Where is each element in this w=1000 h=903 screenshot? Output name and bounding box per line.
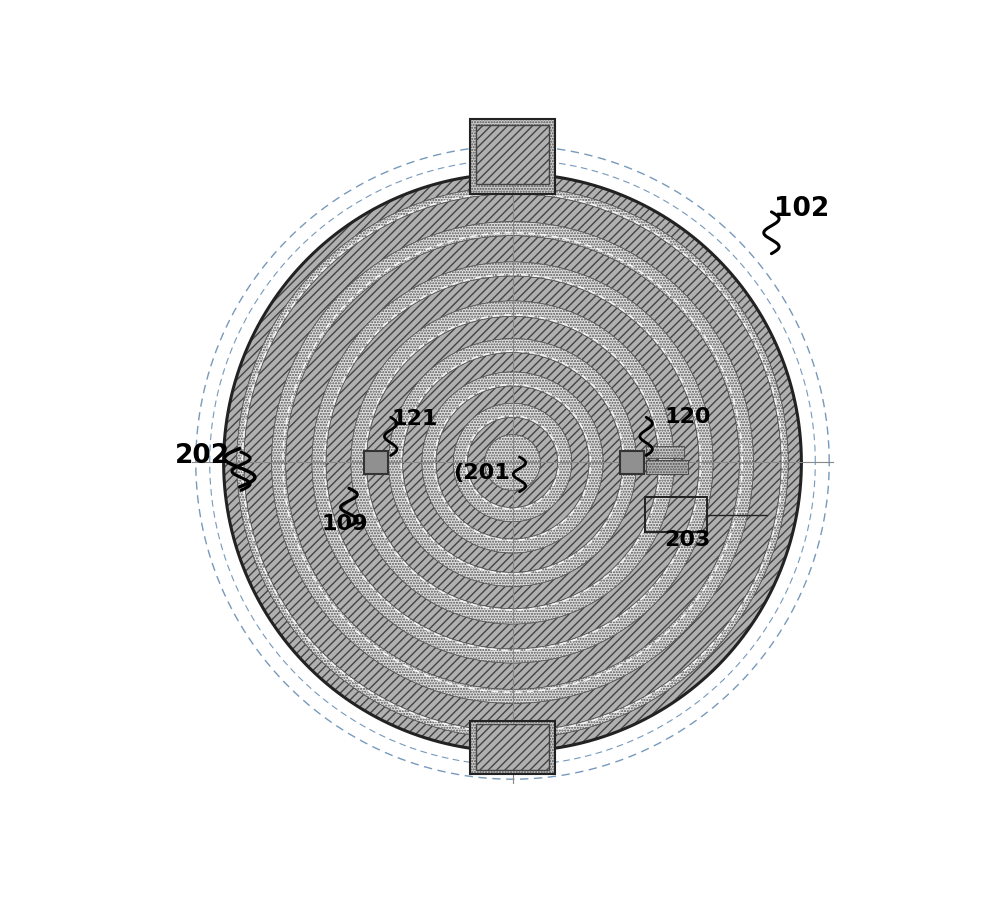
Bar <box>470 721 555 774</box>
Text: 203: 203 <box>664 529 711 549</box>
Wedge shape <box>436 386 589 539</box>
Circle shape <box>224 174 801 751</box>
Bar <box>476 723 549 770</box>
Bar <box>364 452 388 475</box>
Bar <box>620 452 644 475</box>
Wedge shape <box>467 418 558 508</box>
Text: 109: 109 <box>321 513 368 533</box>
Bar <box>470 721 555 774</box>
Wedge shape <box>312 263 713 663</box>
Wedge shape <box>389 340 636 587</box>
Wedge shape <box>422 373 603 554</box>
Text: 121: 121 <box>391 409 438 429</box>
Bar <box>470 120 555 195</box>
Wedge shape <box>453 404 572 522</box>
Wedge shape <box>403 353 622 573</box>
Wedge shape <box>485 435 540 491</box>
Wedge shape <box>224 174 801 751</box>
Bar <box>646 446 684 459</box>
Text: (201: (201 <box>453 462 510 482</box>
Wedge shape <box>272 222 753 703</box>
Bar <box>646 461 688 474</box>
Wedge shape <box>244 194 781 731</box>
Text: 102: 102 <box>774 196 829 222</box>
Text: 120: 120 <box>664 406 711 426</box>
Text: 202: 202 <box>175 443 230 469</box>
Wedge shape <box>326 276 699 649</box>
Bar <box>476 126 549 185</box>
Wedge shape <box>366 317 659 609</box>
Wedge shape <box>351 302 674 624</box>
Wedge shape <box>286 237 739 690</box>
Bar <box>470 120 555 195</box>
Wedge shape <box>237 188 788 739</box>
